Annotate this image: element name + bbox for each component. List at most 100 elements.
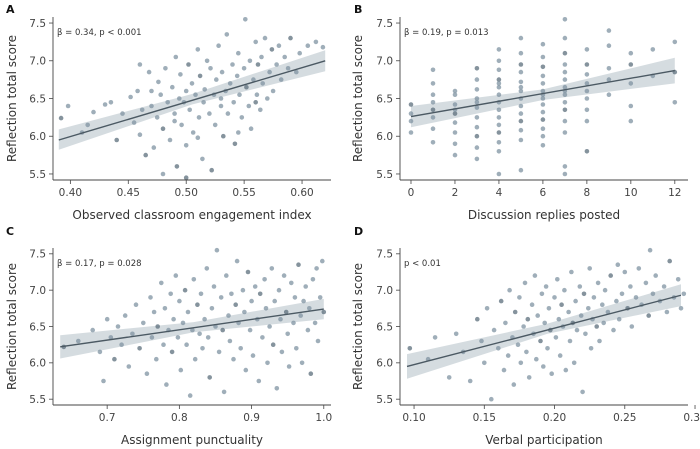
data-point [567, 338, 573, 344]
data-point [224, 273, 229, 278]
data-point [408, 111, 414, 116]
data-point [611, 327, 616, 333]
data-point [234, 258, 240, 264]
data-point [233, 302, 238, 308]
data-point [205, 335, 211, 340]
stat-annotation: β = 0.17, p = 0.028 [57, 259, 142, 269]
regression-line [60, 308, 324, 348]
data-point [85, 122, 90, 128]
data-point [636, 266, 642, 271]
data-point [190, 327, 195, 333]
data-point [562, 130, 568, 135]
data-point [256, 378, 262, 384]
x-tick-label: 8 [584, 187, 591, 199]
data-point [173, 54, 179, 60]
data-point [263, 306, 269, 311]
data-point [430, 126, 436, 131]
x-tick-label: 6 [540, 187, 547, 199]
data-point [296, 262, 301, 268]
x-tick-label: 0.50 [175, 187, 198, 199]
data-point [517, 295, 522, 300]
y-tick-label: 6.5 [376, 93, 393, 105]
data-point [281, 273, 287, 278]
data-point [562, 84, 568, 90]
data-point [285, 66, 291, 71]
x-tick-label: 12 [668, 187, 681, 199]
data-point [562, 118, 568, 124]
data-point [608, 273, 613, 278]
data-point [496, 140, 502, 145]
data-point [175, 335, 181, 340]
data-point [524, 349, 529, 355]
x-tick-label: 0.30 [683, 412, 700, 424]
data-point [408, 130, 414, 135]
data-point [149, 335, 155, 340]
data-point [299, 360, 305, 366]
data-point [407, 346, 413, 351]
data-point [605, 309, 611, 315]
data-point [540, 133, 546, 139]
data-point [183, 88, 189, 94]
panel-label: A [6, 3, 15, 16]
data-point [187, 393, 193, 398]
data-point [505, 353, 511, 358]
data-point [170, 84, 175, 90]
data-point [202, 87, 207, 92]
y-tick-label: 6.5 [29, 321, 46, 333]
data-point [102, 102, 108, 107]
data-point [578, 313, 584, 318]
data-point [474, 77, 480, 82]
data-point [474, 156, 480, 162]
data-point [167, 137, 173, 143]
data-point [163, 66, 168, 71]
data-point [258, 107, 263, 113]
data-point [601, 320, 606, 326]
data-point [518, 50, 524, 56]
data-point [146, 69, 152, 75]
data-point [165, 100, 170, 105]
data-point [518, 118, 524, 124]
data-point [234, 73, 240, 79]
y-tick-label: 6.5 [376, 321, 393, 333]
data-point [496, 47, 502, 52]
data-point [161, 342, 166, 348]
data-point [226, 313, 231, 318]
data-point [204, 266, 210, 271]
data-point [211, 284, 217, 289]
data-point [180, 320, 186, 326]
data-point [164, 382, 169, 387]
data-point [491, 327, 497, 333]
data-point [160, 171, 166, 177]
data-point [265, 96, 270, 101]
data-point [251, 77, 256, 82]
data-point [628, 62, 634, 67]
data-point [562, 69, 568, 75]
data-point [496, 149, 502, 154]
y-tick-label: 7.5 [376, 18, 393, 30]
data-point [97, 349, 103, 355]
data-point [474, 87, 480, 92]
data-point [197, 331, 202, 337]
data-point [218, 96, 224, 101]
x-tick-label: 0 [408, 187, 415, 199]
data-point [168, 291, 173, 297]
stat-annotation: β = 0.19, p = 0.013 [404, 28, 489, 38]
data-point [149, 103, 154, 109]
data-point [552, 295, 557, 300]
data-point [518, 69, 524, 75]
data-point [518, 35, 524, 41]
data-point [615, 262, 621, 268]
data-point [314, 266, 319, 271]
data-point [252, 284, 258, 289]
data-point [452, 130, 458, 135]
data-point [195, 302, 200, 308]
data-point [244, 84, 249, 90]
data-point [518, 103, 524, 109]
data-point [122, 313, 128, 318]
data-point [586, 306, 591, 311]
data-point [119, 342, 124, 348]
data-point [253, 39, 258, 45]
data-point [239, 115, 245, 120]
data-point [650, 47, 656, 52]
data-point [76, 338, 81, 344]
